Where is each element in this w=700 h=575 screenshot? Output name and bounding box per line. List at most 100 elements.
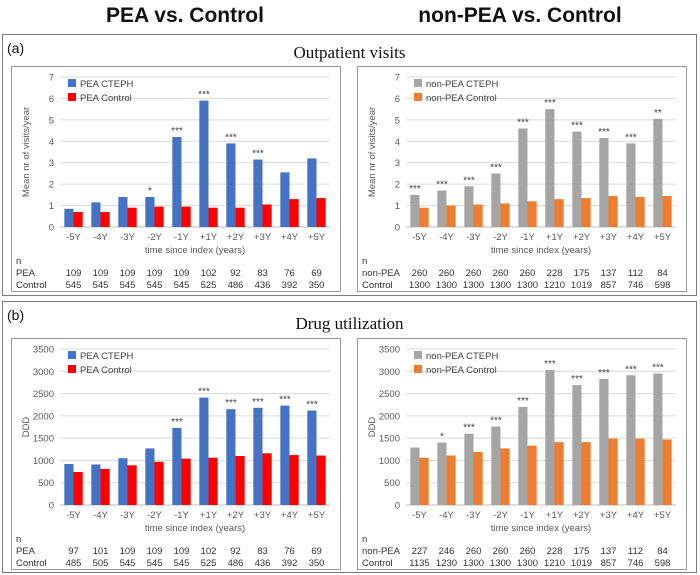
legend-swatch-1 bbox=[414, 365, 422, 373]
n-table-cell: 260 bbox=[439, 268, 455, 279]
bar-0-series-0 bbox=[64, 208, 74, 227]
bar-7-series-1 bbox=[262, 204, 272, 227]
x-tick-label: +3Y bbox=[600, 232, 618, 243]
y-tick-label: 3500 bbox=[33, 345, 54, 356]
bar-2-series-0 bbox=[118, 458, 128, 505]
bar-6-series-1 bbox=[581, 198, 591, 227]
n-table-cell: 69 bbox=[311, 546, 322, 557]
legend-label-1: non-PEA Control bbox=[426, 93, 497, 104]
n-table-cell: 102 bbox=[201, 546, 217, 557]
significance-marker: *** bbox=[198, 387, 210, 398]
x-tick-label: +5Y bbox=[308, 232, 326, 243]
x-tick-label: +1Y bbox=[546, 510, 564, 521]
y-tick-label: 1 bbox=[49, 201, 54, 212]
legend-label-0: non-PEA CTEPH bbox=[426, 79, 498, 90]
bar-4-series-1 bbox=[527, 445, 537, 505]
bar-5-series-1 bbox=[208, 207, 218, 227]
bar-0-series-1 bbox=[419, 207, 429, 227]
n-table-cell: 84 bbox=[657, 268, 668, 279]
bar-2-series-0 bbox=[464, 433, 474, 505]
n-table-cell: 486 bbox=[228, 280, 244, 291]
n-table-cell: 112 bbox=[628, 268, 643, 279]
bar-7-series-0 bbox=[253, 407, 263, 505]
bar-3-series-1 bbox=[154, 461, 164, 505]
significance-marker: *** bbox=[598, 368, 610, 379]
n-table-cell: 109 bbox=[93, 268, 109, 279]
y-tick-label: 0 bbox=[49, 223, 54, 234]
legend-swatch-0 bbox=[414, 79, 422, 87]
bar-8-series-1 bbox=[289, 199, 299, 227]
n-table-row-label: non-PEA bbox=[362, 268, 401, 279]
n-table-cell: 1210 bbox=[544, 280, 565, 291]
chart-drug-pea: 0 500 1000 1500 2000 2500 3000 3500 DDD -5Y -4Y -3Y… bbox=[16, 345, 330, 569]
n-table-cell: 92 bbox=[230, 268, 241, 279]
x-tick-label: -3Y bbox=[466, 232, 481, 243]
legend-label-0: PEA CTEPH bbox=[80, 351, 133, 362]
bar-7-series-1 bbox=[262, 453, 272, 505]
bar-1-series-1 bbox=[446, 205, 456, 227]
significance-marker: *** bbox=[463, 175, 475, 186]
significance-marker: *** bbox=[198, 90, 210, 101]
x-tick-label: +1Y bbox=[200, 232, 218, 243]
n-table-cell: 486 bbox=[228, 558, 244, 569]
n-table-cell: 1300 bbox=[463, 280, 484, 291]
significance-marker: *** bbox=[463, 423, 475, 434]
chart-panel-drug-nonpea: 0 500 1000 1500 2000 2500 3000 3500 DDD -5Y * -4Y **… bbox=[357, 338, 687, 570]
section-a-title: Outpatient visits bbox=[293, 43, 406, 62]
n-table-cell: 246 bbox=[439, 546, 455, 557]
bar-3-series-0 bbox=[491, 173, 501, 227]
n-table-cell: 76 bbox=[284, 268, 295, 279]
bar-1-series-1 bbox=[100, 212, 110, 227]
bar-6-series-0 bbox=[226, 143, 236, 227]
n-table-cell: 175 bbox=[574, 268, 590, 279]
bar-1-series-0 bbox=[91, 202, 101, 227]
n-table-cell: 1210 bbox=[544, 558, 565, 569]
n-table-cell: 260 bbox=[466, 546, 482, 557]
n-table-cell: 1300 bbox=[436, 280, 457, 291]
n-table-cell: 227 bbox=[412, 546, 428, 557]
significance-marker: *** bbox=[517, 117, 529, 128]
bar-5-series-0 bbox=[199, 100, 209, 227]
n-table-cell: 109 bbox=[120, 268, 136, 279]
chart-panel-outpatient-pea: 0 1 2 3 4 5 6 7 Mean nr of visits/year -5Y -4Y -3Y *… bbox=[11, 66, 341, 292]
n-table-row-label: non-PEA bbox=[362, 546, 401, 557]
n-table-cell: 1300 bbox=[463, 558, 484, 569]
bar-6-series-1 bbox=[235, 455, 245, 505]
x-tick-label: +4Y bbox=[281, 232, 299, 243]
n-table-cell: 97 bbox=[68, 546, 79, 557]
significance-marker: *** bbox=[252, 397, 264, 408]
n-table-cell: 1300 bbox=[517, 558, 538, 569]
bar-9-series-1 bbox=[316, 198, 326, 227]
bar-4-series-0 bbox=[518, 406, 528, 505]
y-tick-label: 1000 bbox=[33, 456, 54, 467]
n-table-cell: 109 bbox=[174, 546, 190, 557]
n-table-cell: 260 bbox=[412, 268, 428, 279]
bar-8-series-0 bbox=[626, 143, 636, 227]
n-table-cell: 1135 bbox=[409, 558, 429, 569]
y-tick-label: 500 bbox=[384, 478, 400, 489]
n-table-cell: 545 bbox=[93, 280, 109, 291]
x-tick-label: -3Y bbox=[120, 232, 135, 243]
bar-6-series-0 bbox=[226, 409, 236, 505]
n-table-cell: 83 bbox=[257, 268, 268, 279]
bar-8-series-1 bbox=[635, 438, 645, 505]
bar-5-series-0 bbox=[199, 397, 209, 505]
bar-9-series-1 bbox=[662, 439, 672, 505]
n-table-cell: 857 bbox=[601, 280, 617, 291]
x-tick-label: +1Y bbox=[200, 510, 218, 521]
bar-9-series-0 bbox=[653, 118, 663, 227]
x-tick-label: -1Y bbox=[520, 510, 535, 521]
x-tick-label: +5Y bbox=[654, 510, 672, 521]
chart-drug-nonpea: 0 500 1000 1500 2000 2500 3000 3500 DDD -5Y * -4Y **… bbox=[362, 345, 676, 569]
n-table-cell: 109 bbox=[66, 268, 82, 279]
bar-6-series-1 bbox=[235, 207, 245, 227]
bar-4-series-0 bbox=[518, 128, 528, 227]
significance-marker: *** bbox=[306, 400, 318, 411]
n-table-header: n bbox=[362, 534, 367, 545]
n-table-cell: 598 bbox=[655, 280, 671, 291]
bar-5-series-0 bbox=[545, 109, 555, 227]
n-table-cell: 392 bbox=[282, 558, 298, 569]
n-table-cell: 350 bbox=[309, 558, 325, 569]
bar-1-series-0 bbox=[437, 442, 447, 505]
bar-2-series-0 bbox=[464, 186, 474, 227]
